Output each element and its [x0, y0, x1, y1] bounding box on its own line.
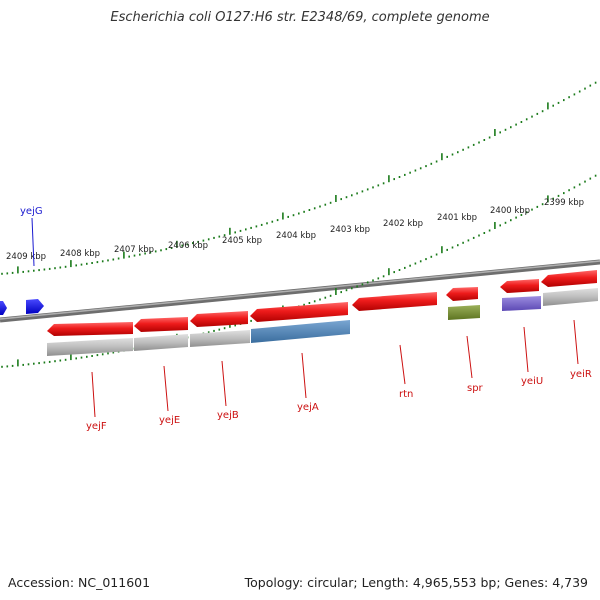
leader-yejF	[91, 371, 96, 418]
backbone-highlight	[0, 260, 600, 320]
scale-label: 2408 kbp	[60, 249, 100, 259]
genome-summary-text: Topology: circular; Length: 4,965,553 bp…	[244, 575, 588, 590]
cds-arrow-yejB[interactable]	[190, 311, 248, 327]
cds-arrow-yeiR[interactable]	[541, 270, 597, 287]
gene-feature-yejA[interactable]	[251, 320, 350, 343]
cds-arrow-rtn[interactable]	[352, 292, 437, 311]
cds-arrows	[47, 270, 597, 336]
cds-arrow-yeiU[interactable]	[500, 279, 539, 293]
gene-label-yejG[interactable]: yejG	[20, 206, 43, 217]
cds-arrow-yejA[interactable]	[250, 302, 348, 322]
gene-arrow-blue-2[interactable]	[26, 299, 44, 314]
scale-label: 2400 kbp	[490, 206, 530, 216]
cds-arrow-yejF[interactable]	[47, 322, 133, 336]
scale-label: 2407 kbp	[114, 245, 154, 255]
cds-arrow-spr[interactable]	[446, 287, 478, 301]
scale-label: 2402 kbp	[383, 219, 423, 229]
leader-yejA	[301, 352, 307, 399]
gene-labels: yejG yejF yejE yejB yejA rtn spr yeiU ye…	[20, 206, 592, 432]
leader-yeiR	[573, 319, 579, 365]
scale-label: 2406 kbp	[168, 241, 208, 251]
gene-label-yeiR[interactable]: yeiR	[570, 369, 592, 380]
backbone-line	[0, 259, 600, 323]
gene-features	[47, 288, 598, 356]
gene-label-rtn[interactable]: rtn	[399, 389, 413, 400]
map-title: Escherichia coli O127:H6 str. E2348/69, …	[110, 10, 490, 25]
gene-feature-yejB[interactable]	[190, 330, 250, 347]
scale-label: 2404 kbp	[276, 231, 316, 241]
scale-ticks-top	[1, 81, 597, 275]
gene-label-yejF[interactable]: yejF	[86, 421, 107, 432]
forward-strand-genes	[0, 299, 44, 315]
scale-label: 2403 kbp	[330, 225, 370, 235]
gene-label-spr[interactable]: spr	[467, 383, 484, 394]
gene-feature-yejE[interactable]	[134, 334, 188, 351]
label-leaders	[31, 217, 579, 418]
leader-yeiU	[523, 326, 529, 373]
gene-label-yejE[interactable]: yejE	[159, 415, 180, 426]
accession-text: Accession: NC_011601	[8, 575, 151, 590]
leader-yejB	[221, 360, 227, 407]
gene-arrow-yejG[interactable]	[0, 301, 7, 315]
leader-rtn	[399, 344, 406, 385]
gene-label-yejA[interactable]: yejA	[297, 402, 319, 413]
leader-yejE	[163, 365, 169, 412]
scale-labels: 2409 kbp 2408 kbp 2407 kbp 2406 kbp 2405…	[6, 198, 584, 262]
scale-label: 2401 kbp	[437, 213, 477, 223]
gene-feature-yejF[interactable]	[47, 338, 133, 356]
leader-spr	[466, 335, 473, 379]
gene-feature-yeiU[interactable]	[502, 296, 541, 311]
scale-label: 2409 kbp	[6, 252, 46, 262]
scale-label: 2405 kbp	[222, 236, 262, 246]
cds-arrow-yejE[interactable]	[134, 317, 188, 332]
gene-feature-spr[interactable]	[448, 305, 480, 320]
gene-label-yeiU[interactable]: yeiU	[521, 376, 543, 387]
leader-yejG	[31, 217, 35, 267]
gene-feature-yeiR[interactable]	[543, 288, 598, 306]
gene-label-yejB[interactable]: yejB	[217, 410, 239, 421]
scale-label: 2399 kbp	[544, 198, 584, 208]
